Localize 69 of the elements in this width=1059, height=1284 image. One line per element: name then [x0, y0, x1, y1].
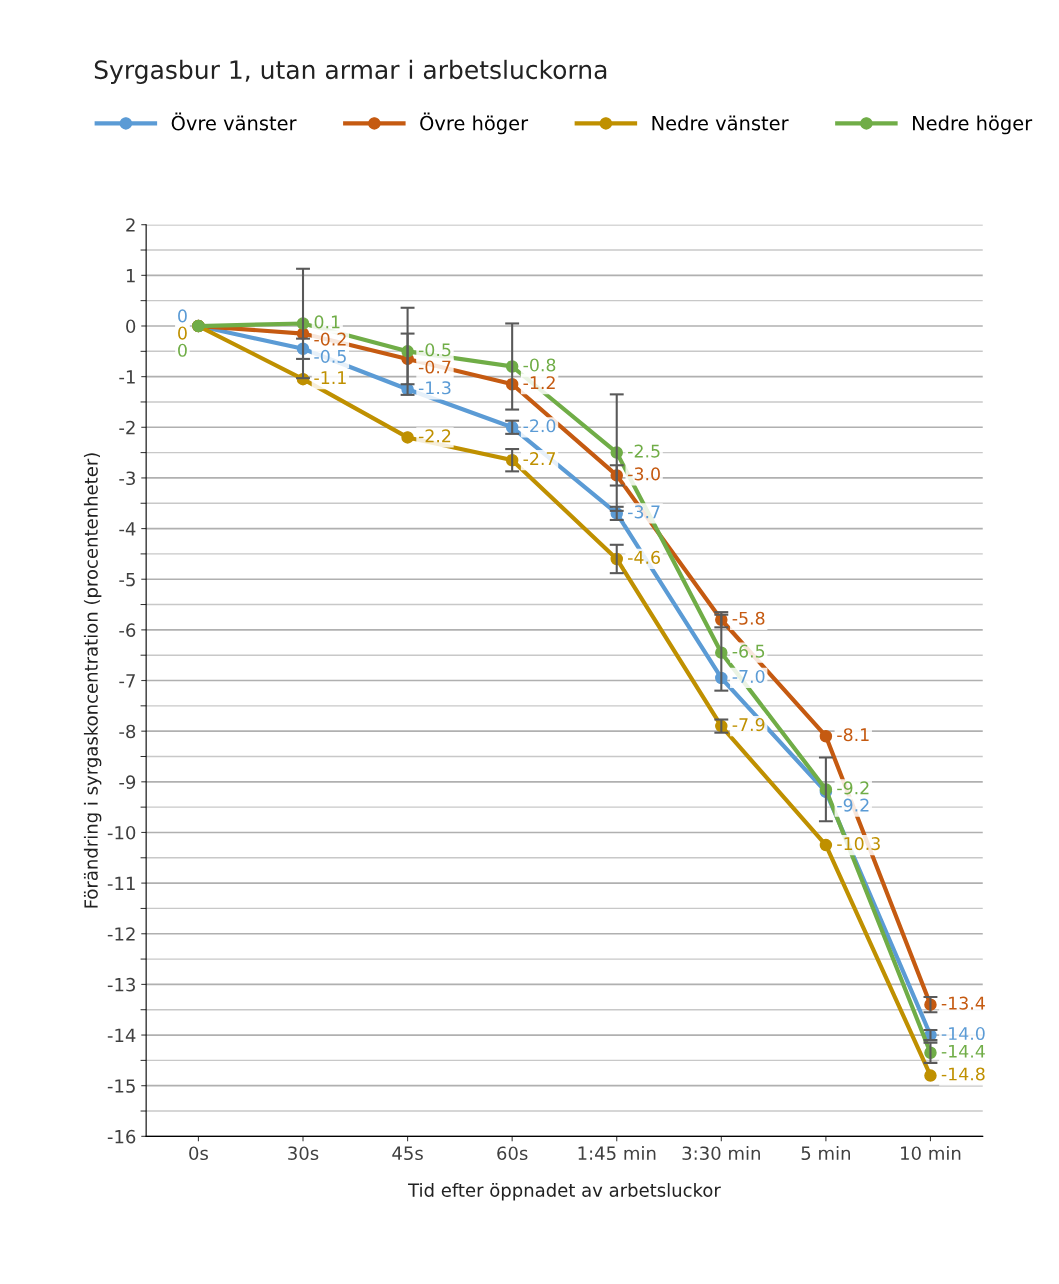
data-label: 0: [178, 343, 187, 357]
data-label: -3.0: [628, 467, 660, 481]
y-tick-label: -3: [119, 471, 135, 486]
x-tick-label: 0s: [189, 1146, 208, 1161]
data-label: -14.4: [941, 1044, 985, 1058]
data-label: 0.1: [314, 315, 340, 329]
data-label: -10.3: [837, 837, 880, 851]
data-label: -13.4: [941, 996, 985, 1010]
x-tick-label: 30s: [288, 1146, 319, 1161]
y-tick-label: -12: [107, 927, 135, 941]
point: [401, 431, 414, 444]
y-tick-label: -15: [107, 1079, 135, 1093]
x-axis-title: Tid efter öppnadet av arbetsluckor: [408, 1182, 721, 1201]
data-label: -14.0: [941, 1026, 985, 1041]
data-label: -0.8: [523, 358, 556, 372]
data-label: 0: [178, 309, 187, 323]
point: [819, 729, 833, 743]
x-tick-label: 10 min: [901, 1146, 961, 1161]
y-tick-label: 1: [126, 269, 135, 283]
data-label: -1.2: [523, 376, 555, 390]
data-label: -2.0: [523, 419, 556, 433]
data-label: -1.3: [418, 381, 451, 395]
data-label: -2.7: [523, 452, 556, 465]
legend-label: Övre höger: [420, 112, 529, 135]
data-label: -7.9: [732, 718, 765, 732]
y-tick-label: -5: [119, 572, 135, 587]
y-tick-label: -10: [107, 825, 136, 840]
y-tick-label: -2: [119, 420, 135, 435]
y-tick-label: -11: [107, 876, 135, 890]
y-tick-label: -14: [107, 1028, 136, 1042]
point: [924, 1069, 937, 1082]
x-tick-label: 1:45 min: [578, 1146, 656, 1161]
data-label: -9.2: [837, 781, 869, 795]
legend-label: Nedre vänster: [652, 115, 789, 131]
y-tick-label: -6: [119, 623, 136, 637]
data-label: -1.1: [314, 371, 346, 384]
data-label: -6.5: [732, 644, 765, 658]
legend-label: Nedre höger: [913, 115, 1033, 135]
x-tick-label: 3:30 min: [682, 1146, 760, 1161]
data-label: -3.7: [628, 505, 660, 519]
data-label: -0.7: [418, 360, 451, 374]
data-label: -0.5: [418, 343, 451, 357]
x-tick-label: 60s: [497, 1146, 528, 1161]
data-label: -9.2: [837, 798, 869, 812]
y-tick-label: -1: [119, 370, 135, 384]
x-tick-label: 5 min: [801, 1146, 850, 1161]
y-axis-title: Förändring i syrgaskoncentration (procentenheter): [83, 453, 102, 908]
data-label: -7.0: [732, 669, 765, 684]
y-tick-label: -16: [107, 1129, 136, 1144]
data-label: 0: [178, 326, 187, 340]
y-tick-label: 0: [126, 319, 136, 334]
data-label: -0.5: [314, 349, 346, 363]
data-label: -4.6: [628, 550, 660, 565]
data-label: -8.1: [837, 728, 869, 742]
data-label: -2.5: [628, 444, 660, 458]
y-tick-label: -9: [119, 775, 136, 789]
y-tick-label: -7: [119, 674, 135, 688]
y-tick-label: -8: [119, 724, 136, 739]
y-tick-label: -13: [107, 977, 135, 992]
point: [819, 838, 833, 852]
legend-label: Övre vänster: [171, 112, 297, 131]
chart-title: Syrgasbur 1, utan armar i arbetsluckorna: [94, 59, 607, 84]
y-tick-label: -4: [119, 522, 136, 536]
data-label: -5.8: [732, 611, 765, 625]
data-label: -0.2: [314, 332, 346, 346]
data-label: -2.2: [418, 429, 451, 443]
x-tick-label: 45s: [392, 1146, 423, 1161]
y-tick-label: 2: [126, 218, 135, 232]
data-label: -14.8: [941, 1067, 985, 1081]
